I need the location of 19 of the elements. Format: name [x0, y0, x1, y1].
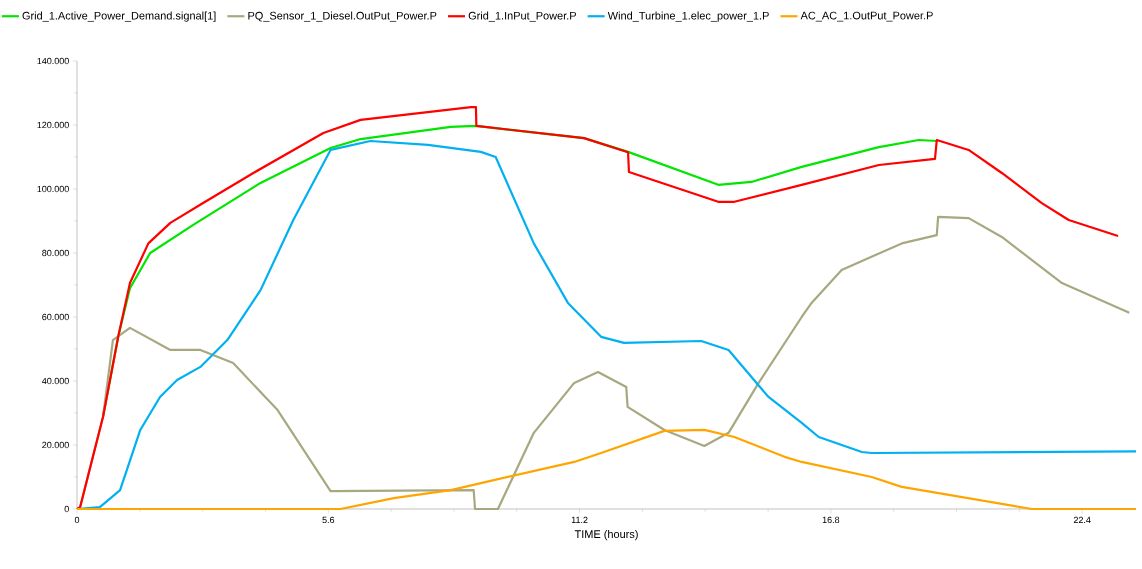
legend-label: Grid_1.InPut_Power.P	[468, 11, 576, 22]
legend-label: PQ_Sensor_1_Diesel.OutPut_Power.P	[248, 11, 437, 22]
legend-label: AC_AC_1.OutPut_Power.P	[800, 11, 933, 22]
x-tick-label: 16.8	[822, 516, 840, 524]
x-axis-title: TIME (hours)	[574, 529, 638, 541]
y-tick-label: 60.000	[42, 313, 69, 321]
x-tick-label: 5.6	[322, 516, 335, 524]
y-tick-label: 20.000	[42, 441, 69, 449]
y-tick-label: 0	[64, 505, 69, 513]
y-tick-label: 140.000	[37, 57, 69, 65]
x-tick-label: 0	[74, 516, 80, 524]
legend-label: Grid_1.Active_Power_Demand.signal[1]	[22, 11, 216, 22]
y-tick-label: 40.000	[42, 377, 69, 385]
legend-label: Wind_Turbine_1.elec_power_1.P	[607, 11, 769, 22]
y-tick-label: 120.000	[37, 121, 69, 129]
x-tick-label: 22.4	[1073, 516, 1091, 524]
y-tick-label: 80.000	[42, 249, 69, 257]
y-tick-label: 100.000	[37, 185, 69, 193]
x-tick-label: 11.2	[571, 516, 588, 524]
